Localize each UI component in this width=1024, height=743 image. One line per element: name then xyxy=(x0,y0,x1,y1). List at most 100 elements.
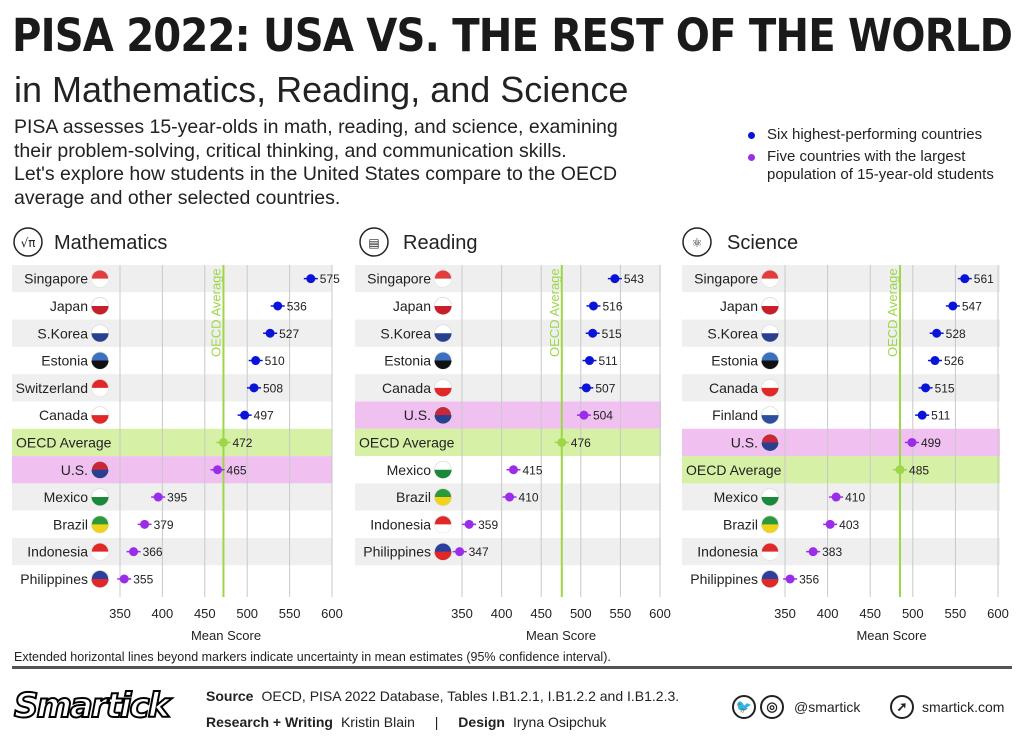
row-label: Mexico xyxy=(44,489,89,505)
brazil-flag-icon-half xyxy=(434,497,452,506)
purple-dot-icon xyxy=(748,154,755,161)
row-background xyxy=(682,510,1000,538)
row-background xyxy=(355,538,661,566)
x-tick-label: 350 xyxy=(109,606,131,621)
design-label: Design xyxy=(458,714,505,730)
data-point xyxy=(240,410,250,420)
usa-flag-icon-half xyxy=(434,415,452,424)
footnote: Extended horizontal lines beyond markers… xyxy=(14,650,611,664)
finland-flag-icon-half xyxy=(761,415,779,424)
x-tick-label: 550 xyxy=(610,606,632,621)
data-label: 379 xyxy=(154,518,174,532)
row-label: Japan xyxy=(50,298,88,314)
row-label: Brazil xyxy=(53,516,88,532)
x-axis-label: Mean Score xyxy=(191,628,261,643)
data-label: 485 xyxy=(909,463,929,477)
description-line: their problem-solving, critical thinking… xyxy=(14,139,567,162)
data-point xyxy=(907,437,917,447)
row-label: Canada xyxy=(709,380,758,396)
x-tick-label: 400 xyxy=(152,606,174,621)
data-label: 543 xyxy=(624,272,644,286)
data-point xyxy=(960,274,970,284)
atom-icon xyxy=(682,227,712,257)
mexico-flag-icon-half xyxy=(761,497,779,506)
philippines-flag-icon-half xyxy=(91,578,109,588)
row-label: Switzerland xyxy=(16,380,88,396)
x-tick-label: 550 xyxy=(279,606,301,621)
data-label: 511 xyxy=(931,409,950,423)
row-background xyxy=(682,538,1000,566)
row-background xyxy=(682,319,1000,347)
philippines-flag-icon-half xyxy=(434,551,452,561)
data-point xyxy=(921,383,931,393)
data-point xyxy=(917,410,927,420)
data-label: 410 xyxy=(519,491,539,505)
data-label: 355 xyxy=(133,572,153,586)
row-background xyxy=(12,428,332,457)
data-point xyxy=(825,519,835,529)
instagram-icon[interactable]: ◎ xyxy=(760,695,784,719)
panel-title: Science xyxy=(727,232,798,254)
row-label: Mexico xyxy=(714,489,759,505)
row-label: Philippines xyxy=(690,571,758,587)
twitter-icon[interactable]: 🐦 xyxy=(732,695,756,719)
data-label: 536 xyxy=(287,299,307,313)
math-symbols-icon-glyph: √π xyxy=(21,236,36,250)
data-point xyxy=(785,574,795,584)
data-label: 511 xyxy=(599,354,618,368)
cursor-icon[interactable]: ➚ xyxy=(890,695,914,719)
credits-line: Research + Writing Kristin Blain | Design… xyxy=(206,714,606,730)
row-label: Canada xyxy=(382,380,431,396)
row-background xyxy=(355,401,661,429)
x-tick-label: 450 xyxy=(194,606,216,621)
data-label: 526 xyxy=(944,354,964,368)
row-label: U.S. xyxy=(731,434,758,450)
row-label: Indonesia xyxy=(370,516,431,532)
x-tick-label: 450 xyxy=(859,606,881,621)
row-background xyxy=(355,510,661,538)
switzerland-flag-icon-half xyxy=(91,387,109,397)
x-tick-label: 500 xyxy=(902,606,924,621)
japan-flag-icon-half xyxy=(434,305,452,315)
data-point xyxy=(508,465,518,475)
estonia-flag-icon-half xyxy=(91,360,109,370)
data-label: 465 xyxy=(227,463,247,477)
data-label: 366 xyxy=(143,545,163,559)
oecd-average-line-label: OECD Average xyxy=(885,268,900,357)
website-link[interactable]: smartick.com xyxy=(922,699,1005,715)
row-background xyxy=(682,346,1000,375)
row-label: Mexico xyxy=(387,462,432,478)
description: PISA assesses 15-year-olds in math, read… xyxy=(14,116,714,210)
social-handle[interactable]: @smartick xyxy=(794,699,861,715)
legend-label: Five countries with the largest populati… xyxy=(767,148,994,183)
atom-icon-glyph: ⚛ xyxy=(692,236,703,250)
data-point xyxy=(505,492,515,502)
data-label: 499 xyxy=(921,436,941,450)
data-label: 497 xyxy=(254,409,274,423)
legend-label: Six highest-performing countries xyxy=(767,126,983,143)
canada-flag-icon-half xyxy=(761,387,779,397)
data-point xyxy=(249,383,259,393)
row-background xyxy=(682,428,1000,457)
japan-flag-icon-half xyxy=(761,305,779,315)
blue-dot-icon xyxy=(748,132,755,139)
x-axis-label: Mean Score xyxy=(856,628,926,643)
data-point xyxy=(273,301,283,311)
row-label: Brazil xyxy=(723,516,758,532)
row-label: Estonia xyxy=(41,353,88,369)
row-background xyxy=(355,319,661,347)
data-point xyxy=(895,465,905,475)
data-label: 472 xyxy=(232,436,252,450)
data-label: 515 xyxy=(602,327,622,341)
source-label: Source xyxy=(206,688,254,704)
usa-flag-icon-half xyxy=(91,469,109,479)
row-label: Singapore xyxy=(367,271,431,287)
data-label: 547 xyxy=(962,299,982,313)
row-label: Indonesia xyxy=(697,544,758,560)
row-label: S.Korea xyxy=(37,325,88,341)
oecd-average-line-label: OECD Average xyxy=(208,268,223,357)
x-tick-label: 500 xyxy=(570,606,592,621)
x-axis-label: Mean Score xyxy=(526,628,596,643)
mexico-flag-icon-half xyxy=(91,497,109,506)
row-background xyxy=(12,401,332,429)
